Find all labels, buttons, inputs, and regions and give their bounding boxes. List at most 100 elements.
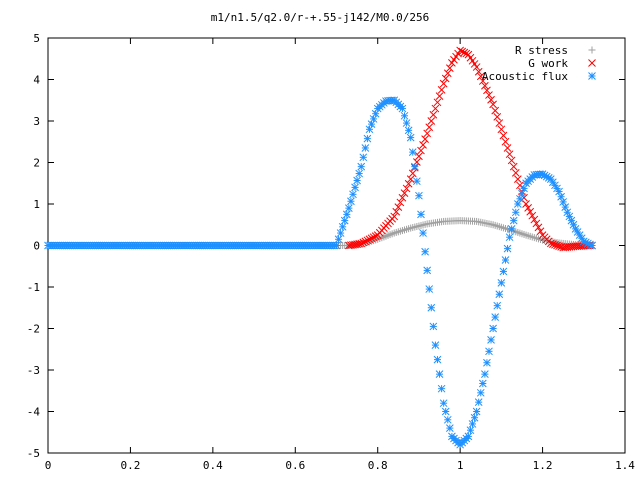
data-point: [365, 235, 374, 244]
data-point: [363, 134, 372, 143]
data-point: [404, 179, 413, 188]
data-point: [423, 266, 432, 275]
data-point: [437, 86, 446, 94]
data-point: [338, 222, 347, 231]
data-point: [468, 420, 477, 428]
data-point: [507, 156, 516, 165]
data-point: [551, 181, 559, 190]
data-point: [493, 301, 502, 310]
data-point: [549, 240, 557, 248]
data-point: [355, 169, 364, 178]
data-point: [408, 148, 417, 156]
data-point: [522, 200, 530, 208]
data-point: [489, 324, 497, 333]
data-point: [507, 225, 516, 233]
data-point: [369, 233, 378, 242]
data-point: [398, 104, 407, 113]
x-tick-label: 0.8: [368, 459, 388, 472]
legend-marker: [588, 72, 596, 80]
data-point: [546, 239, 555, 248]
y-tick-label: 5: [33, 32, 40, 45]
y-tick-label: -4: [27, 406, 41, 419]
data-point: [551, 240, 559, 249]
data-point: [456, 46, 464, 55]
data-point: [408, 169, 417, 178]
y-tick-label: 3: [33, 115, 40, 128]
data-point: [439, 399, 448, 408]
data-point: [332, 241, 341, 250]
data-point: [489, 100, 497, 109]
data-point: [400, 189, 409, 197]
data-point: [371, 232, 380, 241]
data-point: [425, 285, 434, 293]
x-tick-label: 0.4: [203, 459, 223, 472]
data-point: [458, 47, 467, 56]
y-tick-label: 1: [33, 198, 40, 211]
data-point: [478, 77, 487, 85]
data-point: [443, 69, 452, 78]
data-point: [433, 355, 442, 364]
data-point: [445, 64, 454, 72]
data-point: [357, 162, 366, 171]
data-point: [353, 176, 361, 185]
data-point: [499, 131, 508, 140]
data-point: [345, 204, 353, 213]
data-point: [526, 207, 535, 216]
data-point: [501, 256, 510, 264]
data-point: [361, 144, 370, 152]
data-point: [394, 203, 403, 211]
data-point: [429, 322, 438, 331]
y-tick-label: -2: [27, 323, 40, 336]
data-point: [404, 126, 413, 135]
data-point: [363, 236, 372, 245]
data-point: [419, 229, 427, 237]
data-point: [491, 106, 500, 115]
y-tick-label: 4: [33, 74, 40, 87]
data-point: [493, 112, 502, 121]
data-point: [472, 63, 481, 71]
data-point: [433, 98, 442, 107]
data-point: [466, 426, 475, 435]
x-tick-label: 0: [45, 459, 52, 472]
data-point: [553, 241, 561, 250]
data-point: [485, 347, 493, 356]
data-point: [406, 175, 415, 183]
data-point: [349, 190, 357, 199]
data-point: [347, 197, 355, 206]
y-tick-label: 0: [33, 240, 40, 253]
data-point: [505, 233, 514, 242]
data-point: [415, 191, 423, 200]
data-point: [443, 415, 452, 424]
data-point: [472, 407, 481, 416]
x-tick-label: 1: [457, 459, 464, 472]
chart-title: m1/n1.5/q2.0/r-+.55-j142/M0.0/256: [211, 11, 430, 24]
y-tick-label: -3: [27, 364, 40, 377]
data-point: [423, 129, 432, 138]
data-point: [336, 229, 345, 237]
data-point: [367, 234, 376, 243]
data-point: [491, 313, 500, 321]
data-point: [427, 117, 436, 125]
data-point: [516, 181, 524, 190]
data-point: [524, 204, 532, 212]
data-point: [439, 79, 448, 88]
data-point: [427, 303, 436, 312]
data-point: [505, 150, 514, 159]
data-point: [390, 212, 399, 221]
data-point: [435, 92, 444, 100]
data-point: [441, 407, 450, 416]
data-point: [415, 152, 423, 161]
y-tick-label: 2: [33, 157, 40, 170]
series-layer: [44, 46, 596, 449]
data-point: [406, 133, 415, 142]
data-point: [530, 215, 539, 224]
data-point: [503, 144, 512, 152]
data-point: [421, 247, 429, 256]
data-point: [425, 123, 434, 132]
data-point: [528, 211, 537, 220]
data-point: [487, 95, 495, 104]
data-point: [470, 413, 479, 422]
